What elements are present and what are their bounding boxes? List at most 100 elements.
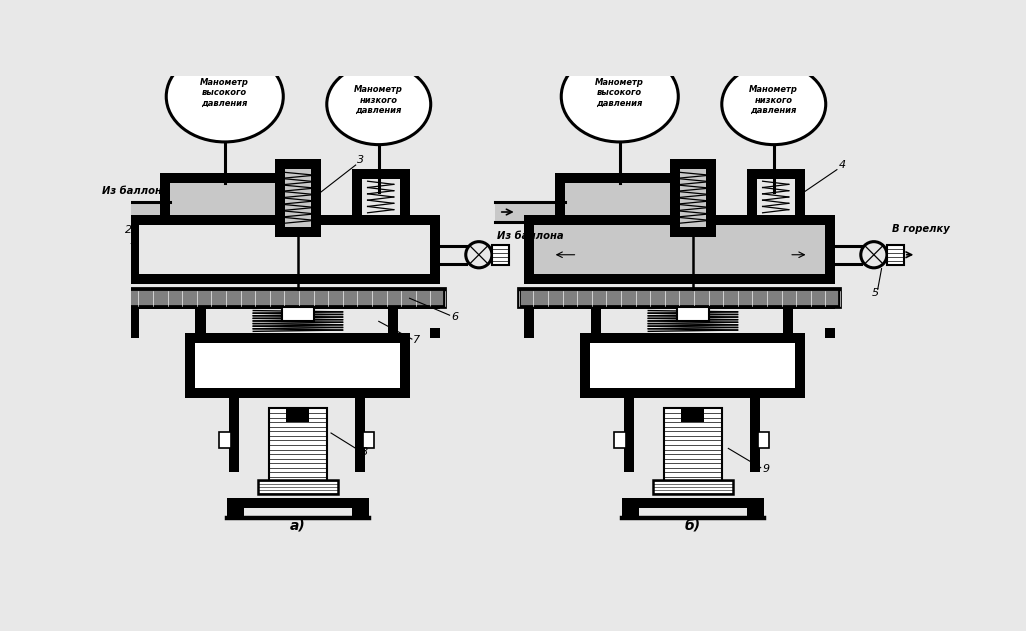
Bar: [229, 398, 239, 471]
Bar: [311, 159, 321, 237]
Bar: [170, 183, 282, 215]
Bar: [285, 169, 311, 227]
Bar: [495, 202, 565, 222]
Text: 1: 1: [129, 237, 136, 246]
Bar: [185, 388, 409, 398]
Bar: [160, 173, 282, 183]
Bar: [653, 480, 733, 494]
Bar: [185, 333, 409, 343]
Text: 6: 6: [451, 312, 459, 322]
Bar: [825, 215, 835, 285]
Bar: [624, 398, 634, 471]
Bar: [160, 173, 170, 225]
Text: 4: 4: [838, 160, 845, 170]
Bar: [100, 202, 170, 222]
Bar: [670, 227, 716, 237]
Bar: [275, 227, 321, 237]
Bar: [196, 299, 205, 343]
Ellipse shape: [166, 51, 283, 142]
Bar: [258, 480, 338, 494]
Bar: [555, 173, 565, 225]
Bar: [555, 215, 677, 225]
Bar: [591, 333, 793, 343]
Bar: [783, 299, 835, 309]
Text: 2: 2: [125, 225, 132, 235]
Bar: [128, 299, 205, 309]
Bar: [565, 183, 677, 215]
Bar: [534, 225, 825, 274]
Bar: [128, 215, 139, 285]
Bar: [185, 333, 195, 398]
Bar: [523, 215, 534, 285]
Bar: [624, 388, 760, 398]
Bar: [196, 333, 398, 343]
Bar: [282, 307, 314, 321]
Bar: [352, 215, 409, 225]
Text: 5: 5: [871, 288, 878, 298]
Text: 9: 9: [762, 464, 770, 475]
Bar: [580, 388, 804, 398]
Bar: [275, 159, 285, 237]
Bar: [388, 299, 440, 309]
Text: Манометр
низкого
давления: Манометр низкого давления: [749, 85, 798, 115]
Bar: [286, 407, 310, 422]
Bar: [622, 498, 763, 508]
Bar: [706, 159, 716, 237]
Bar: [430, 309, 482, 328]
Bar: [886, 245, 904, 265]
Bar: [362, 432, 374, 447]
Bar: [747, 169, 757, 225]
Bar: [128, 215, 440, 225]
Bar: [825, 309, 877, 328]
Bar: [747, 498, 763, 519]
Bar: [399, 333, 409, 398]
Bar: [590, 343, 794, 388]
Text: 8: 8: [361, 447, 368, 457]
Bar: [229, 388, 365, 398]
Bar: [227, 498, 244, 519]
Text: Из баллона: Из баллона: [102, 186, 168, 196]
Bar: [139, 309, 196, 328]
Bar: [128, 299, 139, 338]
Bar: [399, 169, 409, 225]
Bar: [747, 169, 804, 179]
Bar: [269, 408, 327, 481]
Bar: [680, 169, 706, 227]
Bar: [534, 309, 591, 328]
Bar: [388, 299, 398, 343]
Bar: [523, 274, 835, 285]
Text: Манометр
низкого
давления: Манометр низкого давления: [354, 85, 403, 115]
Bar: [355, 398, 365, 471]
Text: Манометр
высокого
давления: Манометр высокого давления: [595, 78, 644, 107]
Bar: [220, 432, 231, 447]
Bar: [794, 333, 804, 398]
Bar: [352, 169, 409, 179]
Text: б): б): [684, 518, 701, 533]
Bar: [523, 215, 835, 225]
Bar: [670, 159, 680, 237]
Ellipse shape: [326, 64, 431, 144]
Bar: [794, 169, 804, 225]
Bar: [196, 299, 398, 309]
Text: В горелку: В горелку: [892, 223, 949, 233]
Bar: [352, 498, 368, 519]
Text: 7: 7: [413, 335, 421, 345]
Ellipse shape: [721, 64, 826, 144]
Bar: [227, 498, 368, 508]
Bar: [615, 432, 626, 447]
Bar: [491, 245, 509, 265]
Bar: [195, 343, 399, 388]
Bar: [783, 299, 793, 343]
Bar: [580, 333, 804, 343]
Bar: [750, 398, 760, 471]
Bar: [555, 173, 677, 183]
Bar: [591, 299, 793, 309]
Bar: [622, 498, 639, 519]
Text: 3: 3: [357, 155, 364, 165]
Bar: [430, 215, 440, 285]
Bar: [757, 432, 770, 447]
Bar: [124, 289, 445, 307]
Bar: [677, 307, 709, 321]
Bar: [523, 299, 600, 309]
Bar: [747, 215, 804, 225]
